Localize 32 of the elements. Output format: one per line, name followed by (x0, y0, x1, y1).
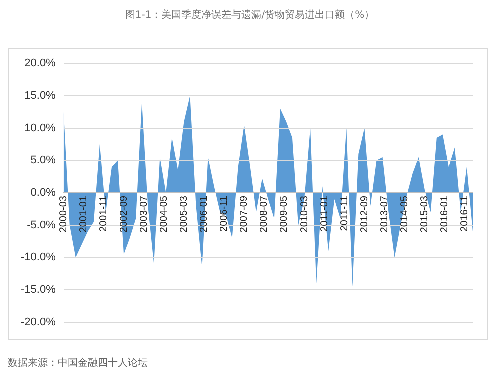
x-tick-label: 2001-11 (98, 196, 110, 232)
source-note: 数据来源：中国金融四十人论坛 (8, 356, 149, 370)
x-tick-label: 2003-07 (138, 196, 150, 233)
x-tick-label: 2016-01 (440, 196, 451, 233)
y-tick-label: 5.0% (30, 154, 56, 167)
x-tick-label: 2016-11 (460, 196, 471, 232)
y-tick-label: -5.0% (27, 219, 56, 232)
y-tick-label: 0.0% (30, 187, 56, 200)
chart-title: 图1-1：美国季度净误差与遗漏/货物贸易进出口额（%） (124, 8, 376, 22)
x-tick-label: 2010-03 (299, 196, 310, 233)
x-tick-label: 2006-01 (198, 196, 210, 233)
y-tick-label: -15.0% (20, 284, 56, 296)
y-tick-label: -20.0% (20, 316, 56, 328)
x-tick-label: 2009-05 (279, 196, 290, 233)
x-tick-label: 2014-05 (400, 196, 411, 233)
x-tick-label: 2011-01 (319, 196, 330, 232)
x-tick-label: 2007-09 (239, 196, 250, 233)
y-tick-label: 20.0% (24, 58, 56, 70)
y-tick-label: 15.0% (24, 90, 56, 102)
y-tick-label: -10.0% (20, 252, 56, 264)
x-tick-label: 2008-07 (259, 196, 270, 233)
x-tick-label: 2006-11 (219, 196, 230, 232)
x-tick-label: 2005-03 (178, 196, 190, 233)
x-tick-label: 2011-11 (339, 196, 350, 232)
x-tick-label: 2012-09 (359, 196, 370, 233)
x-tick-label: 2002-09 (118, 196, 130, 233)
y-tick-label: 10.0% (24, 122, 56, 134)
x-tick-label: 2015-03 (420, 196, 431, 233)
x-tick-label: 2004-05 (158, 196, 170, 233)
x-tick-label: 2001-01 (78, 196, 90, 233)
x-tick-label: 2000-03 (58, 196, 70, 233)
x-tick-label: 2013-07 (380, 196, 391, 233)
